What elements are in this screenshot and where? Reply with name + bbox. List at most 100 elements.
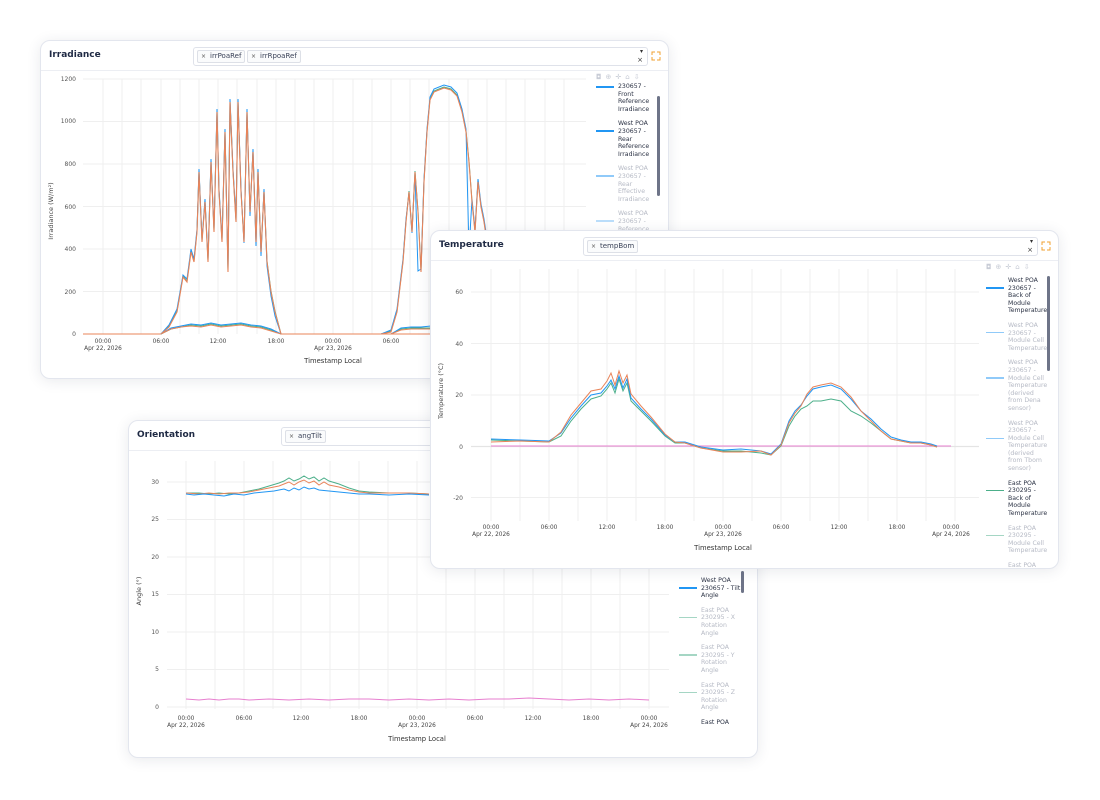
svg-text:0: 0	[155, 704, 159, 711]
svg-text:30: 30	[151, 479, 159, 486]
temperature-header: Temperature × tempBom ▾ ×	[431, 231, 1058, 261]
legend-item[interactable]: West POA 230657 - Back of Module Tempera…	[986, 277, 1048, 315]
legend-item[interactable]: 230657 - Front Reference Irradiance	[596, 83, 658, 113]
svg-text:Temperature (°C): Temperature (°C)	[437, 363, 445, 420]
svg-text:Angle (°): Angle (°)	[135, 577, 143, 606]
temperature-modebar[interactable]: ◘⊕✛⌂⇩	[986, 263, 1034, 271]
svg-text:18:00: 18:00	[583, 716, 600, 722]
dropdown-arrow-icon[interactable]: ▾	[639, 48, 643, 55]
svg-text:10: 10	[151, 629, 159, 636]
temperature-title: Temperature	[439, 240, 504, 250]
legend-item[interactable]: West POA 230657 - Rear Reference Irradia…	[596, 120, 658, 158]
chip-tempBom[interactable]: × tempBom	[587, 240, 639, 253]
svg-text:18:00: 18:00	[657, 525, 674, 531]
svg-text:06:00: 06:00	[236, 716, 253, 722]
svg-text:18:00: 18:00	[268, 339, 285, 345]
legend-item[interactable]: East POA 230295 - Back of Module Tempera…	[986, 480, 1048, 518]
svg-text:60: 60	[455, 289, 463, 296]
svg-text:18:00: 18:00	[351, 716, 368, 722]
legend-item[interactable]: West POA 230657 - Module Cell Temperatur…	[986, 359, 1048, 412]
svg-text:Irradiance (W/m²): Irradiance (W/m²)	[47, 182, 55, 239]
svg-text:06:00: 06:00	[773, 525, 790, 531]
remove-chip-icon[interactable]: ×	[201, 53, 207, 60]
chip-irrPoaRef[interactable]: × irrPoaRef	[197, 50, 246, 63]
svg-text:12:00: 12:00	[599, 525, 616, 531]
svg-text:0: 0	[459, 444, 463, 451]
svg-text:25: 25	[151, 516, 159, 523]
svg-text:Timestamp Local: Timestamp Local	[387, 735, 446, 743]
svg-text:20: 20	[455, 392, 463, 399]
legend-item[interactable]: West POA 230657 - Module Cell Temperatur…	[986, 322, 1048, 352]
remove-chip-icon[interactable]: ×	[251, 53, 257, 60]
legend-item[interactable]: East POA 230295 - Module Cell Temperatur…	[986, 525, 1048, 555]
svg-text:Apr 22, 2026: Apr 22, 2026	[84, 346, 122, 352]
svg-text:-20: -20	[453, 495, 463, 502]
irradiance-plot[interactable]: 1200 1000 800 600 400 200 0 Irradiance (W/m²)…	[41, 71, 591, 379]
clear-selection-icon[interactable]: ×	[1027, 246, 1033, 254]
svg-text:Apr 23, 2026: Apr 23, 2026	[704, 532, 742, 538]
temperature-card: Temperature × tempBom ▾ × ◘⊕✛⌂⇩ 60 40 20 0 -…	[430, 230, 1059, 569]
expand-icon[interactable]	[1041, 241, 1051, 251]
irradiance-title: Irradiance	[49, 50, 101, 60]
svg-text:06:00: 06:00	[541, 525, 558, 531]
legend-scrollbar[interactable]	[657, 96, 660, 196]
svg-text:20: 20	[151, 554, 159, 561]
svg-text:Apr 24, 2026: Apr 24, 2026	[932, 532, 970, 538]
svg-text:15: 15	[151, 591, 159, 598]
irradiance-card: Irradiance × irrPoaRef × irrRpoaRef ▾ × ◘⊕…	[40, 40, 669, 379]
svg-text:00:00: 00:00	[483, 525, 500, 531]
svg-text:Apr 23, 2026: Apr 23, 2026	[314, 346, 352, 352]
orientation-legend[interactable]: West POA 230657 - Tilt Angle East POA 23…	[679, 577, 741, 734]
svg-text:00:00: 00:00	[943, 525, 960, 531]
svg-text:18:00: 18:00	[889, 525, 906, 531]
svg-text:Apr 24, 2026: Apr 24, 2026	[630, 723, 668, 729]
svg-text:12:00: 12:00	[210, 339, 227, 345]
temperature-legend[interactable]: West POA 230657 - Back of Module Tempera…	[986, 277, 1048, 569]
svg-text:00:00: 00:00	[641, 716, 658, 722]
legend-item[interactable]: East POA	[701, 718, 730, 726]
svg-text:00:00: 00:00	[409, 716, 426, 722]
svg-text:Timestamp Local: Timestamp Local	[693, 544, 752, 552]
svg-text:40: 40	[455, 341, 463, 348]
svg-text:06:00: 06:00	[153, 339, 170, 345]
irradiance-modebar[interactable]: ◘⊕✛⌂⇩	[596, 73, 644, 81]
svg-text:12:00: 12:00	[831, 525, 848, 531]
irradiance-metric-selector[interactable]: × irrPoaRef × irrRpoaRef ▾ ×	[193, 47, 648, 66]
irradiance-header: Irradiance × irrPoaRef × irrRpoaRef ▾ ×	[41, 41, 668, 71]
svg-text:06:00: 06:00	[467, 716, 484, 722]
svg-text:5: 5	[155, 666, 159, 673]
svg-text:Apr 22, 2026: Apr 22, 2026	[472, 532, 510, 538]
legend-item[interactable]: West POA 230657 - Rear Effective Irradia…	[596, 165, 658, 203]
legend-item[interactable]: East POA	[1008, 562, 1037, 569]
legend-item[interactable]: East POA 230295 - X Rotation Angle	[679, 607, 741, 637]
svg-text:12:00: 12:00	[293, 716, 310, 722]
svg-text:0: 0	[72, 331, 76, 338]
svg-text:1000: 1000	[61, 118, 76, 125]
legend-item[interactable]: East POA 230295 - Y Rotation Angle	[679, 644, 741, 674]
svg-text:Apr 23, 2026: Apr 23, 2026	[398, 723, 436, 729]
legend-item[interactable]: West POA 230657 - Module Cell Temperatur…	[986, 420, 1048, 473]
svg-text:00:00: 00:00	[95, 339, 112, 345]
remove-chip-icon[interactable]: ×	[591, 243, 597, 250]
remove-chip-icon[interactable]: ×	[289, 433, 295, 440]
clear-selection-icon[interactable]: ×	[637, 56, 643, 64]
legend-item[interactable]: East POA 230295 - Z Rotation Angle	[679, 682, 741, 712]
chip-irrRpoaRef[interactable]: × irrRpoaRef	[247, 50, 301, 63]
legend-scrollbar[interactable]	[741, 571, 744, 593]
svg-text:06:00: 06:00	[383, 339, 400, 345]
temperature-metric-selector[interactable]: × tempBom ▾ ×	[583, 237, 1038, 256]
chip-angTilt[interactable]: × angTilt	[285, 430, 326, 443]
svg-text:00:00: 00:00	[715, 525, 732, 531]
svg-text:Timestamp Local: Timestamp Local	[303, 357, 362, 365]
svg-text:400: 400	[65, 246, 77, 253]
expand-icon[interactable]	[651, 51, 661, 61]
orientation-title: Orientation	[137, 430, 196, 440]
legend-scrollbar[interactable]	[1047, 276, 1050, 371]
svg-text:00:00: 00:00	[178, 716, 195, 722]
svg-text:800: 800	[65, 161, 77, 168]
dropdown-arrow-icon[interactable]: ▾	[1029, 238, 1033, 245]
legend-item[interactable]: West POA 230657 - Tilt Angle	[679, 577, 741, 600]
svg-text:200: 200	[65, 289, 77, 296]
svg-text:1200: 1200	[61, 76, 76, 83]
